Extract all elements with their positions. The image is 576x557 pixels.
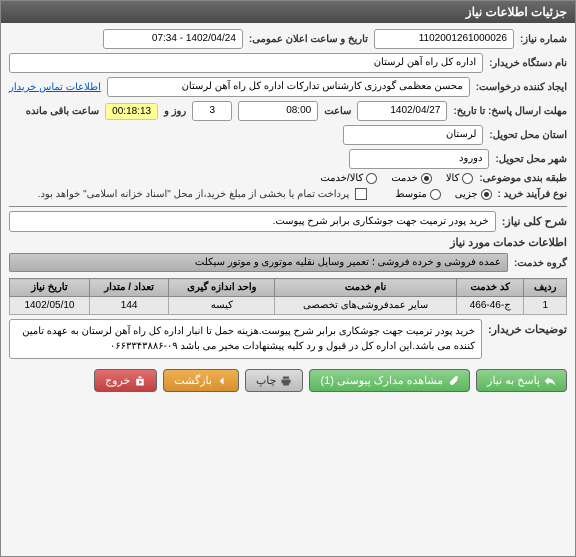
deadline-time-field: 08:00 (238, 101, 318, 121)
delivery-prov-field: لرستان (343, 125, 483, 145)
radio-goods[interactable]: کالا (446, 173, 474, 184)
service-group-label: گروه خدمت: (514, 258, 567, 269)
back-icon (216, 375, 228, 387)
need-number-field: 1102001261000026 (374, 29, 514, 49)
reply-icon (544, 375, 556, 387)
print-icon (280, 375, 292, 387)
purchase-type-radios: جزیی متوسط (395, 189, 491, 200)
time-label: ساعت (324, 106, 351, 117)
class-label: طبقه بندی موضوعی: (479, 173, 567, 184)
th-code: کد خدمت (456, 279, 524, 297)
buyer-org-field: اداره کل راه آهن لرستان (9, 53, 483, 73)
th-unit: واحد اندازه گیری (169, 279, 275, 297)
exit-icon (134, 375, 146, 387)
divider (9, 206, 567, 207)
delivery-city-label: شهر محل تحویل: (495, 154, 567, 165)
td-date: 1402/05/10 (10, 297, 90, 315)
days-field: 3 (192, 101, 232, 121)
th-date: تاریخ نیاز (10, 279, 90, 297)
exit-button[interactable]: خروج (94, 369, 157, 392)
buyer-notes-label: توضیحات خریدار: (488, 323, 567, 355)
desc-title-box: خرید پودر ترمیت جهت جوشکاری برابر شرح پی… (9, 211, 496, 232)
buyer-notes-box: خرید پودر ترمیت جهت جوشکاری برابر شرح پی… (9, 319, 482, 359)
th-qty: تعداد / متدار (89, 279, 168, 297)
attachment-icon (447, 375, 459, 387)
days-and-label: روز و (164, 106, 186, 117)
radio-medium[interactable]: متوسط (395, 189, 440, 200)
respond-button[interactable]: پاسخ به نیاز (476, 369, 567, 392)
td-name: سایر عمدفروشی‌های تخصصی (275, 297, 457, 315)
contact-link[interactable]: اطلاعات تماس خریدار (9, 82, 101, 93)
classification-radios: کالا خدمت کالا/خدمت (320, 173, 473, 184)
payment-label: پرداخت تمام یا بخشی از مبلغ خرید،از محل … (38, 189, 350, 200)
deadline-date-field: 1402/04/27 (357, 101, 447, 121)
payment-checkbox[interactable] (355, 188, 367, 200)
td-code: ج-46-466 (456, 297, 524, 315)
radio-service[interactable]: خدمت (391, 173, 432, 184)
attachments-button[interactable]: مشاهده مدارک پیوستی (1) (309, 369, 470, 392)
th-name: نام خدمت (275, 279, 457, 297)
requester-field: محسن معظمی گودرزی کارشناس تدارکات اداره … (107, 77, 470, 97)
service-group-bar: عمده فروشی و خرده فروشی ؛ تعمیر وسایل نق… (9, 253, 508, 272)
th-row: ردیف (524, 279, 567, 297)
requester-label: ایجاد کننده درخواست: (476, 82, 567, 93)
td-qty: 144 (89, 297, 168, 315)
remaining-label: ساعت باقی مانده (26, 106, 99, 117)
announce-label: تاریخ و ساعت اعلان عمومی: (249, 34, 368, 45)
need-number-label: شماره نیاز: (520, 34, 567, 45)
td-row: 1 (524, 297, 567, 315)
purchase-type-label: نوع فرآیند خرید : (498, 189, 567, 200)
window-title: جزئیات اطلاعات نیاز (1, 1, 575, 23)
buyer-org-label: نام دستگاه خریدار: (489, 58, 567, 69)
desc-title-label: شرح کلی نیاز: (502, 215, 567, 228)
button-row: پاسخ به نیاز مشاهده مدارک پیوستی (1) چاپ… (9, 369, 567, 392)
countdown-timer: 00:18:13 (105, 103, 158, 120)
print-button[interactable]: چاپ (245, 369, 304, 392)
services-table: ردیف کد خدمت نام خدمت واحد اندازه گیری ت… (9, 278, 567, 315)
services-header: اطلاعات خدمات مورد نیاز (9, 236, 567, 249)
table-row: 1 ج-46-466 سایر عمدفروشی‌های تخصصی کیسه … (10, 297, 567, 315)
announce-field: 1402/04/24 - 07:34 (103, 29, 243, 49)
back-button[interactable]: بازگشت (163, 369, 239, 392)
delivery-city-field: دورود (349, 149, 489, 169)
radio-mixed[interactable]: کالا/خدمت (320, 173, 377, 184)
delivery-prov-label: استان محل تحویل: (489, 130, 567, 141)
radio-minor[interactable]: جزیی (455, 189, 492, 200)
deadline-label: مهلت ارسال پاسخ: تا تاریخ: (453, 106, 567, 117)
td-unit: کیسه (169, 297, 275, 315)
